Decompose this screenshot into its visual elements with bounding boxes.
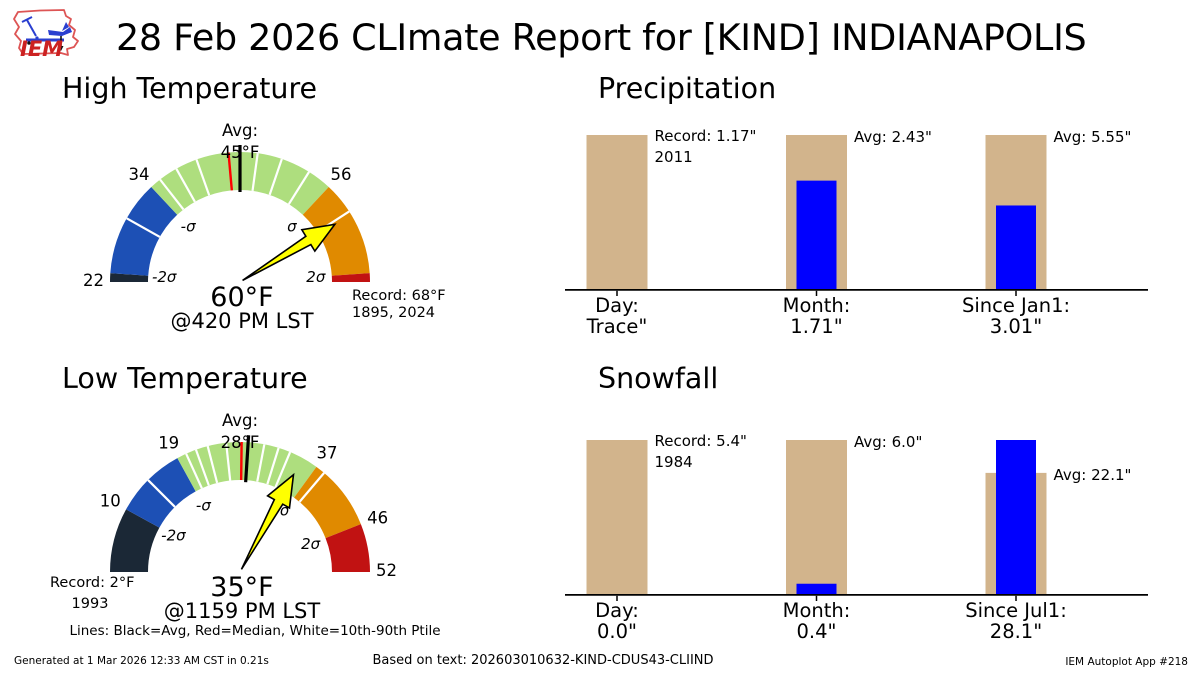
bar-value-label: 3.01" — [990, 315, 1042, 338]
sigma-label: -2σ — [161, 526, 186, 544]
reference-bar — [586, 440, 648, 594]
avg-annotation: 45°F — [221, 143, 260, 162]
bar-group-label: Since Jul1: — [965, 599, 1067, 622]
bar-value-label: 1.71" — [790, 315, 842, 338]
snowfall-title: Snowfall — [598, 362, 719, 395]
percentile-line — [274, 451, 292, 488]
percentile-line — [256, 444, 266, 482]
record-annotation: 1993 — [72, 596, 109, 612]
page-title: 28 Feb 2026 CLImate Report for [KIND] IN… — [116, 16, 1087, 59]
app-credit: IEM Autoplot App #218 — [1065, 656, 1188, 668]
low-temp-title: Low Temperature — [62, 362, 308, 395]
weather-vane-icon — [21, 16, 72, 51]
avg-annotation: Avg: — [222, 411, 258, 430]
bar-value-label: 0.4" — [797, 620, 837, 643]
actual-bar — [796, 583, 837, 594]
percentile-line — [251, 153, 259, 192]
gauge-scale-label: 56 — [331, 165, 352, 184]
percentile-line — [298, 472, 325, 503]
low-temp-gauge: 10 19 37 46 52 -2σ -σ σ 2σ Avg: 28°F 35°F@1159 PM L… — [50, 411, 397, 623]
bar-group-label: Day: — [595, 294, 639, 317]
reference-bar — [786, 440, 847, 594]
snowfall-chart: Day:0.0" Record: 5.4" 1984 Month:0.4" Avg: 6… — [565, 432, 1148, 643]
precipitation-chart: Day:Trace" Record: 1.17" 2011 Month:1.71" Av… — [565, 127, 1148, 338]
gauge-segment — [302, 186, 370, 276]
bar-value-label: Trace" — [586, 315, 648, 338]
record-annotation: 1895, 2024 — [352, 305, 435, 321]
current-value: 60°F — [210, 282, 273, 313]
gauge-legend-note: Lines: Black=Avg, Red=Median, White=10th… — [69, 623, 441, 639]
actual-bar — [796, 180, 837, 289]
gauge-segment — [331, 273, 370, 282]
gauge-scale-label: 52 — [376, 561, 397, 580]
sigma-label: -σ — [181, 217, 196, 235]
reference-annotation: Avg: 2.43" — [854, 128, 932, 146]
bar-group-label: Month: — [783, 599, 851, 622]
gauge-needle — [240, 472, 295, 570]
record-annotation: Record: 68°F — [352, 288, 446, 304]
avg-line — [244, 435, 251, 483]
percentile-line — [287, 171, 310, 205]
source-text-reference: Based on text: 202603010632-KIND-CDUS43-… — [372, 653, 714, 668]
gauge-scale-label: 46 — [367, 509, 388, 528]
reference-bar — [586, 135, 648, 289]
bar-group-label: Month: — [783, 294, 851, 317]
bar-value-label: 28.1" — [990, 620, 1042, 643]
observation-time: @1159 PM LST — [164, 599, 321, 623]
gauge-scale-label: 10 — [100, 492, 121, 511]
percentile-line — [268, 158, 283, 196]
percentile-line — [225, 442, 232, 481]
sigma-label: σ — [280, 502, 290, 520]
percentile-line — [147, 479, 176, 508]
percentile-line — [126, 217, 161, 238]
reference-annotation: Avg: 22.1" — [1054, 466, 1132, 484]
sigma-label: -σ — [196, 496, 211, 514]
sigma-label: 2σ — [306, 268, 326, 286]
percentile-line — [175, 168, 196, 203]
gauge-scale-label: 37 — [316, 443, 337, 462]
median-line — [227, 152, 234, 191]
reference-annotation: Avg: 6.0" — [854, 433, 922, 451]
gauge-needle — [242, 223, 337, 282]
high-temp-title: High Temperature — [62, 72, 318, 105]
sigma-label: 2σ — [301, 535, 321, 553]
generated-timestamp: Generated at 1 Mar 2026 12:33 AM CST in … — [14, 655, 269, 667]
reference-annotation: 2011 — [655, 148, 693, 166]
percentile-line — [206, 445, 219, 484]
percentile-line — [185, 453, 203, 489]
bar-value-label: 0.0" — [597, 620, 637, 643]
gauge-segment — [110, 186, 178, 276]
actual-bar — [996, 440, 1036, 594]
observation-time: @420 PM LST — [170, 309, 313, 333]
reference-annotation: Avg: 5.55" — [1054, 128, 1132, 146]
gauge-scale-label: 22 — [83, 271, 104, 290]
gauge-segment — [110, 509, 160, 572]
reference-annotation: Record: 1.17" — [655, 127, 757, 145]
gauge-scale-label: 34 — [128, 165, 149, 184]
high-temp-gauge: 22 34 56 -2σ -σ σ 2σ Avg: 45°F 60°F@420 PM LST Rec… — [83, 121, 446, 333]
logo-text: IEM — [20, 37, 63, 61]
precip-title: Precipitation — [598, 72, 777, 105]
bar-group-label: Since Jan1: — [962, 294, 1070, 317]
gauge-segment — [325, 524, 370, 572]
gauge-segment — [110, 273, 149, 282]
percentile-line — [194, 449, 210, 486]
reference-annotation: 1984 — [655, 453, 693, 471]
current-value: 35°F — [210, 572, 273, 603]
avg-annotation: 28°F — [221, 433, 260, 452]
reference-annotation: Record: 5.4" — [655, 432, 747, 450]
avg-annotation: Avg: — [222, 121, 258, 140]
percentile-line — [266, 447, 280, 485]
gauge-segment — [294, 466, 361, 539]
record-annotation: Record: 2°F — [50, 575, 134, 591]
sigma-label: -2σ — [152, 268, 177, 286]
actual-bar — [996, 205, 1036, 289]
gauge-scale-label: 19 — [158, 433, 179, 452]
bar-group-label: Day: — [595, 599, 639, 622]
percentile-line — [195, 159, 211, 196]
iem-logo: IEM — [13, 9, 79, 61]
sigma-label: σ — [287, 217, 297, 235]
percentile-line — [159, 178, 185, 211]
